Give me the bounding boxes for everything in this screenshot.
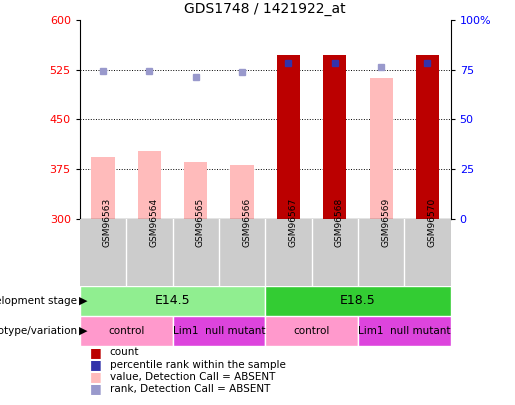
Text: E14.5: E14.5 [154, 294, 191, 307]
Text: development stage: development stage [0, 296, 77, 306]
Text: GSM96570: GSM96570 [427, 197, 436, 247]
Text: ■: ■ [90, 358, 102, 371]
Text: GSM96567: GSM96567 [288, 197, 297, 247]
Bar [80, 316, 173, 346]
Bar [416, 55, 439, 219]
Text: GSM96565: GSM96565 [196, 197, 204, 247]
Text: ■: ■ [90, 370, 102, 383]
Text: GSM96566: GSM96566 [242, 197, 251, 247]
Text: GSM96568: GSM96568 [335, 197, 344, 247]
Text: ▶: ▶ [79, 296, 88, 306]
Bar [369, 78, 392, 219]
Bar [184, 162, 207, 219]
Bar [231, 165, 253, 219]
Bar [265, 286, 451, 316]
Text: ■: ■ [90, 382, 102, 395]
Text: count: count [110, 347, 139, 357]
Text: E18.5: E18.5 [340, 294, 376, 307]
Text: value, Detection Call = ABSENT: value, Detection Call = ABSENT [110, 372, 275, 382]
Bar [173, 316, 265, 346]
Bar [323, 55, 346, 219]
Title: GDS1748 / 1421922_at: GDS1748 / 1421922_at [184, 2, 346, 17]
Bar [92, 157, 114, 219]
Bar [323, 55, 346, 219]
Text: GSM96563: GSM96563 [103, 197, 112, 247]
Text: control: control [108, 326, 144, 336]
Text: rank, Detection Call = ABSENT: rank, Detection Call = ABSENT [110, 384, 270, 394]
Bar [277, 55, 300, 219]
Bar [416, 55, 439, 219]
Text: control: control [294, 326, 330, 336]
Text: GSM96569: GSM96569 [381, 197, 390, 247]
Bar [265, 316, 358, 346]
Text: percentile rank within the sample: percentile rank within the sample [110, 360, 286, 369]
Bar [277, 55, 300, 219]
Text: Lim1  null mutant: Lim1 null mutant [173, 326, 265, 336]
Text: ▶: ▶ [79, 326, 88, 336]
Bar [138, 151, 161, 219]
Text: GSM96564: GSM96564 [149, 198, 158, 247]
Text: Lim1  null mutant: Lim1 null mutant [358, 326, 451, 336]
Bar [80, 286, 265, 316]
Text: ■: ■ [90, 346, 102, 359]
Text: genotype/variation: genotype/variation [0, 326, 77, 336]
Bar [358, 316, 451, 346]
